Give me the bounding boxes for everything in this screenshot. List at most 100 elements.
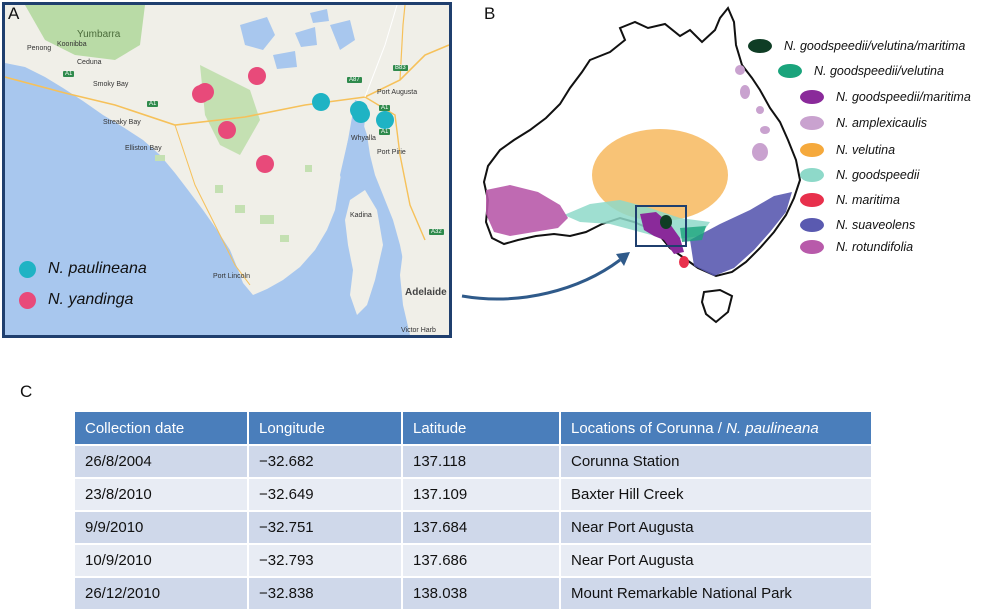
place-label: Port Augusta — [377, 89, 418, 96]
legend-label: N. velutina — [836, 143, 896, 157]
yorke-peninsula — [345, 190, 383, 315]
legend-item-gvm: N. goodspeedii/velutina/maritima — [748, 39, 965, 53]
place-label: Ceduna — [77, 59, 102, 66]
table-row: 23/8/2010 −32.649 137.109 Baxter Hill Cr… — [75, 477, 871, 511]
range-rotundifolia — [486, 185, 568, 236]
table-row: 26/12/2010 −32.838 138.038 Mount Remarka… — [75, 576, 871, 609]
legend-swatch — [19, 291, 36, 309]
legend-item-yandinga: N. yandinga — [19, 291, 133, 309]
table-cell: 26/12/2010 — [75, 576, 249, 609]
table-cell: −32.793 — [248, 543, 403, 577]
range-velutina — [592, 129, 728, 221]
table-header-row: Collection date Longitude Latitude Locat… — [75, 412, 871, 445]
column-header: Longitude — [248, 412, 403, 445]
table-cell: 9/9/2010 — [75, 510, 249, 544]
place-label: Victor Harb — [401, 327, 436, 334]
legend-swatch — [800, 90, 824, 104]
legend-item-suaveolens: N. suaveolens — [800, 218, 915, 232]
table-cell: −32.649 — [248, 477, 403, 511]
column-header: Latitude — [402, 412, 561, 445]
collection-table: Collection date Longitude Latitude Locat… — [75, 412, 871, 609]
legend-swatch — [800, 193, 824, 207]
range-suaveolens — [690, 192, 792, 276]
table-row: 10/9/2010 −32.793 137.686 Near Port Augu… — [75, 543, 871, 577]
legend-label: N. paulineana — [48, 260, 147, 277]
legend-swatch — [800, 168, 824, 182]
table-cell: 137.118 — [402, 444, 561, 478]
table-cell: 26/8/2004 — [75, 444, 249, 478]
range-goodspeedii-maritima — [640, 212, 684, 254]
place-label: Port Pirie — [377, 149, 406, 156]
place-label: Penong — [27, 45, 52, 52]
place-label: Streaky Bay — [103, 119, 141, 126]
table-cell: Near Port Augusta — [560, 543, 871, 577]
table-cell: −32.838 — [248, 576, 403, 609]
panel-c-letter: C — [20, 382, 33, 401]
legend-item-goodspeedii-velutina: N. goodspeedii/velutina — [778, 64, 944, 78]
range-gvm — [660, 215, 672, 229]
table-cell: −32.751 — [248, 510, 403, 544]
south-australia-map — [5, 5, 449, 335]
legend-swatch — [800, 143, 824, 157]
road-label: B83 — [393, 65, 408, 71]
panel-b-map[interactable]: B N. goodspeedii/velutina/maritima — [470, 0, 1000, 340]
place-label: Smoky Bay — [93, 81, 129, 88]
legend-label: N. goodspeedii/maritima — [836, 90, 971, 104]
legend-item-goodspeedii-maritima: N. goodspeedii/maritima — [800, 90, 971, 104]
panel-b-letter: B — [484, 4, 496, 23]
legend-label: N. goodspeedii — [836, 168, 920, 182]
range-goodspeedii-velutina — [680, 226, 706, 242]
legend-label: N. rotundifolia — [836, 240, 914, 254]
connector-arrow — [461, 252, 630, 301]
australia-map — [482, 6, 802, 324]
legend-swatch — [800, 116, 824, 130]
legend-label: N. suaveolens — [836, 218, 916, 232]
legend-label: N. amplexicaulis — [836, 116, 928, 130]
table-cell: Corunna Station — [560, 444, 871, 478]
legend-label: N. yandinga — [48, 291, 134, 308]
legend-swatch — [19, 260, 36, 278]
column-header-text: Locations of Corunna / — [571, 419, 727, 437]
road-label: A32 — [429, 229, 444, 235]
land-mass — [5, 5, 449, 335]
paulineana-pins — [312, 93, 394, 129]
place-label: Elliston Bay — [125, 145, 162, 152]
road-label: A1 — [379, 129, 391, 135]
column-header-species: N. paulineana — [726, 419, 819, 437]
range-maritima — [679, 256, 689, 268]
legend-item-rotundifolia: N. rotundifolia — [800, 240, 913, 254]
adelaide-land — [400, 225, 449, 335]
place-label: Koonibba — [57, 41, 87, 48]
table-row: 26/8/2004 −32.682 137.118 Corunna Statio… — [75, 444, 871, 478]
table-cell: 137.684 — [402, 510, 561, 544]
legend-swatch — [800, 218, 824, 232]
column-header: Collection date — [75, 412, 249, 445]
legend-item-velutina: N. velutina — [800, 143, 895, 157]
table-cell: −32.682 — [248, 444, 403, 478]
place-label: Whyalla — [351, 135, 376, 142]
legend-label: N. maritima — [836, 193, 900, 207]
place-label: Adelaide — [405, 287, 447, 298]
legend-swatch — [800, 240, 824, 254]
legend-label: N. goodspeedii/velutina — [814, 64, 944, 78]
legend-item-amplexicaulis: N. amplexicaulis — [800, 116, 927, 130]
yandinga-pins — [192, 67, 274, 173]
table-cell: 138.038 — [402, 576, 561, 609]
panel-a-map[interactable]: Yumbarra Penong Koonibba Ceduna Smoky Ba… — [2, 2, 452, 338]
legend-item-goodspeedii: N. goodspeedii — [800, 168, 919, 182]
legend-item-paulineana: N. paulineana — [19, 260, 147, 278]
table-cell: Baxter Hill Creek — [560, 477, 871, 511]
table-cell: 137.686 — [402, 543, 561, 577]
panel-a-letter: A — [8, 4, 20, 23]
column-header: Locations of Corunna / N. paulineana — [560, 412, 871, 445]
table-cell: 10/9/2010 — [75, 543, 249, 577]
place-label: Port Lincoln — [213, 273, 250, 280]
table-row: 9/9/2010 −32.751 137.684 Near Port Augus… — [75, 510, 871, 544]
table-cell: Near Port Augusta — [560, 510, 871, 544]
place-label: Kadina — [350, 212, 372, 219]
inset-box — [635, 205, 687, 247]
tasmania — [700, 288, 734, 324]
legend-label: N. goodspeedii/velutina/maritima — [784, 39, 966, 53]
table-cell: 137.109 — [402, 477, 561, 511]
road-label: A1 — [63, 71, 75, 77]
